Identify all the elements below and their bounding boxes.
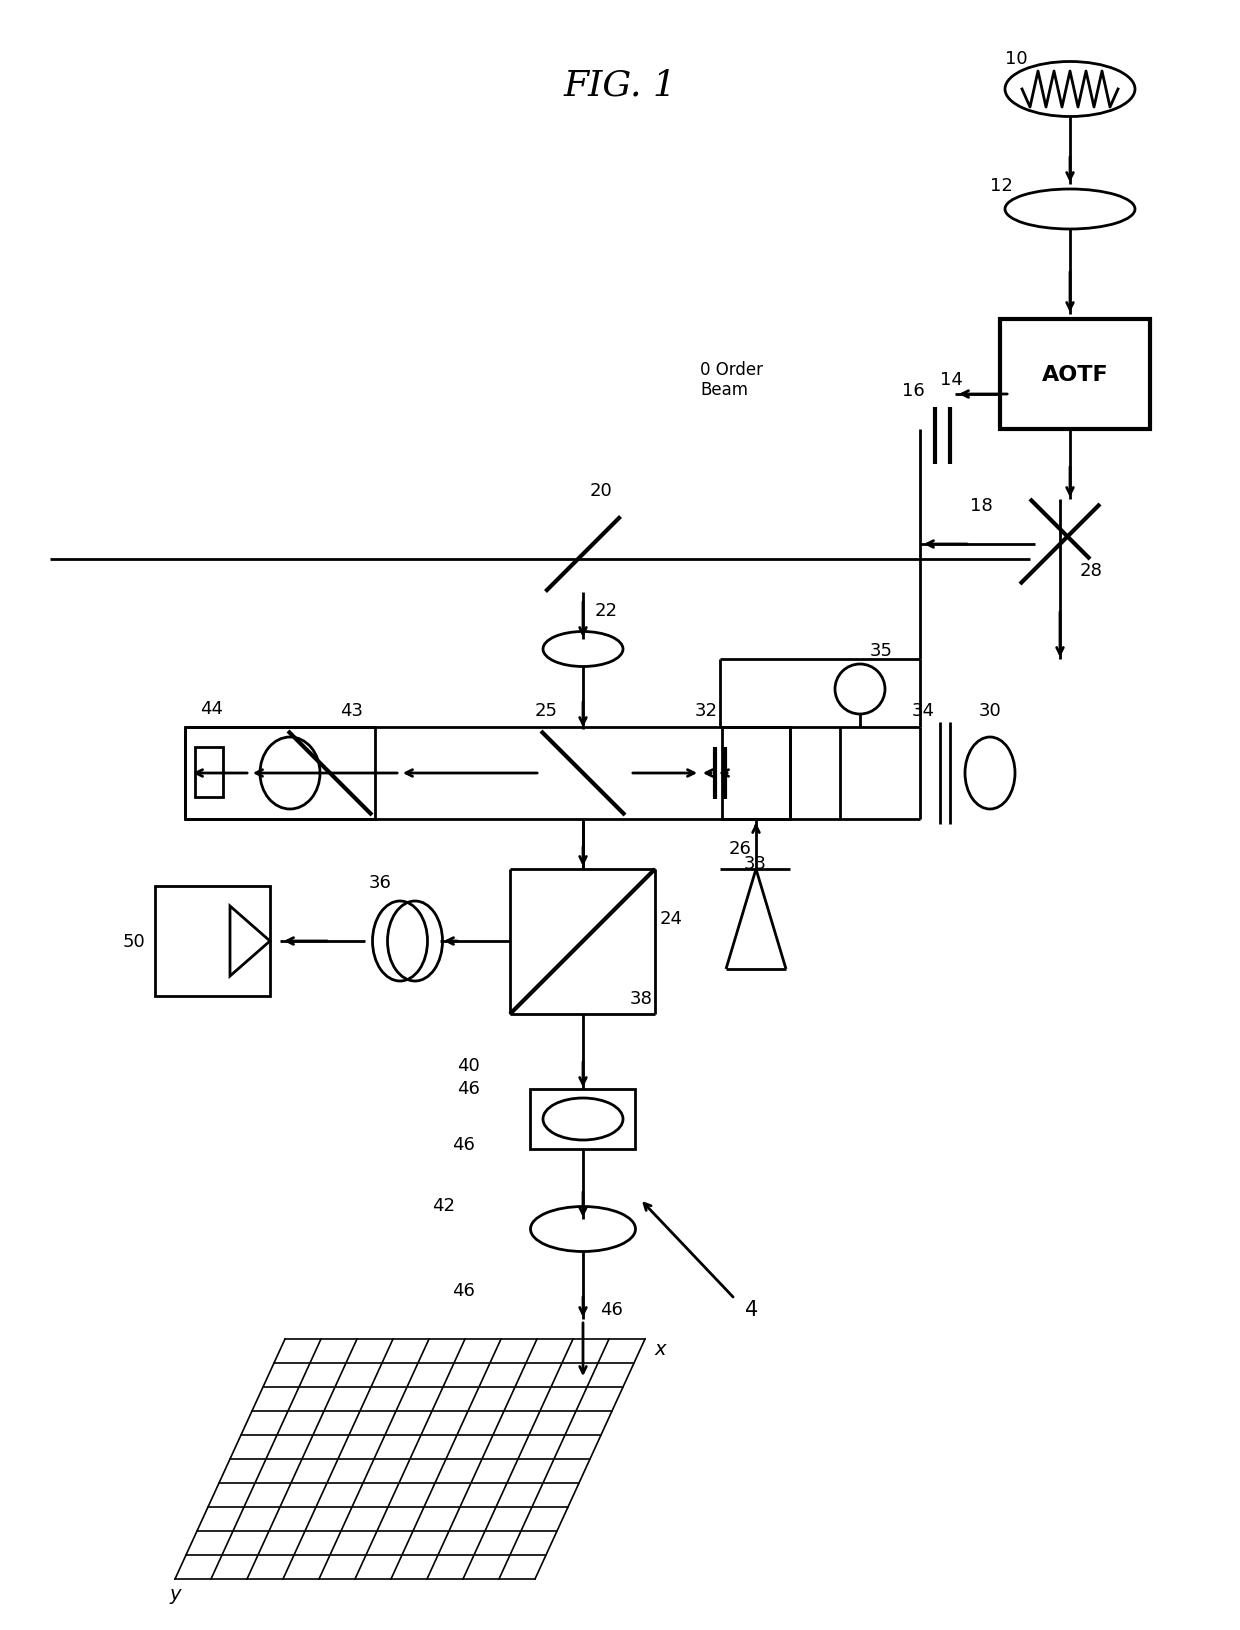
Text: 0 Order
Beam: 0 Order Beam (701, 360, 763, 399)
Text: 36: 36 (368, 874, 392, 892)
Text: 43: 43 (340, 701, 363, 719)
Text: 34: 34 (911, 701, 935, 719)
Text: 38: 38 (630, 989, 653, 1007)
Text: 46: 46 (458, 1079, 480, 1097)
Bar (722, 727, 790, 820)
Text: 46: 46 (453, 1281, 475, 1299)
Text: 18: 18 (970, 497, 993, 515)
Text: 40: 40 (458, 1056, 480, 1074)
Text: 46: 46 (453, 1136, 475, 1154)
Text: y: y (169, 1584, 181, 1604)
Text: AOTF: AOTF (1042, 365, 1109, 385)
Text: 46: 46 (600, 1301, 622, 1319)
Text: 16: 16 (903, 381, 925, 399)
Text: 20: 20 (590, 482, 613, 500)
Text: 33: 33 (744, 854, 766, 872)
Text: FIG. 1: FIG. 1 (563, 68, 677, 103)
Bar (155, 887, 270, 996)
Text: 26: 26 (729, 839, 751, 857)
Text: 30: 30 (978, 701, 1002, 719)
Text: 44: 44 (200, 699, 223, 717)
Text: 42: 42 (432, 1196, 455, 1214)
Text: 22: 22 (595, 601, 618, 619)
Text: x: x (655, 1340, 666, 1359)
Text: 35: 35 (870, 642, 893, 660)
Text: 10: 10 (1004, 51, 1028, 68)
Text: 28: 28 (1080, 562, 1102, 580)
Text: 32: 32 (694, 701, 718, 719)
Bar (999, 319, 1149, 430)
Bar (195, 748, 223, 797)
Bar (185, 727, 374, 820)
Text: 12: 12 (990, 178, 1013, 196)
Text: 50: 50 (123, 932, 145, 950)
Text: 4: 4 (745, 1299, 758, 1319)
Text: 24: 24 (660, 910, 683, 927)
Text: 14: 14 (940, 370, 963, 390)
Bar (529, 1089, 635, 1149)
Polygon shape (229, 906, 270, 976)
Text: 25: 25 (534, 701, 558, 719)
